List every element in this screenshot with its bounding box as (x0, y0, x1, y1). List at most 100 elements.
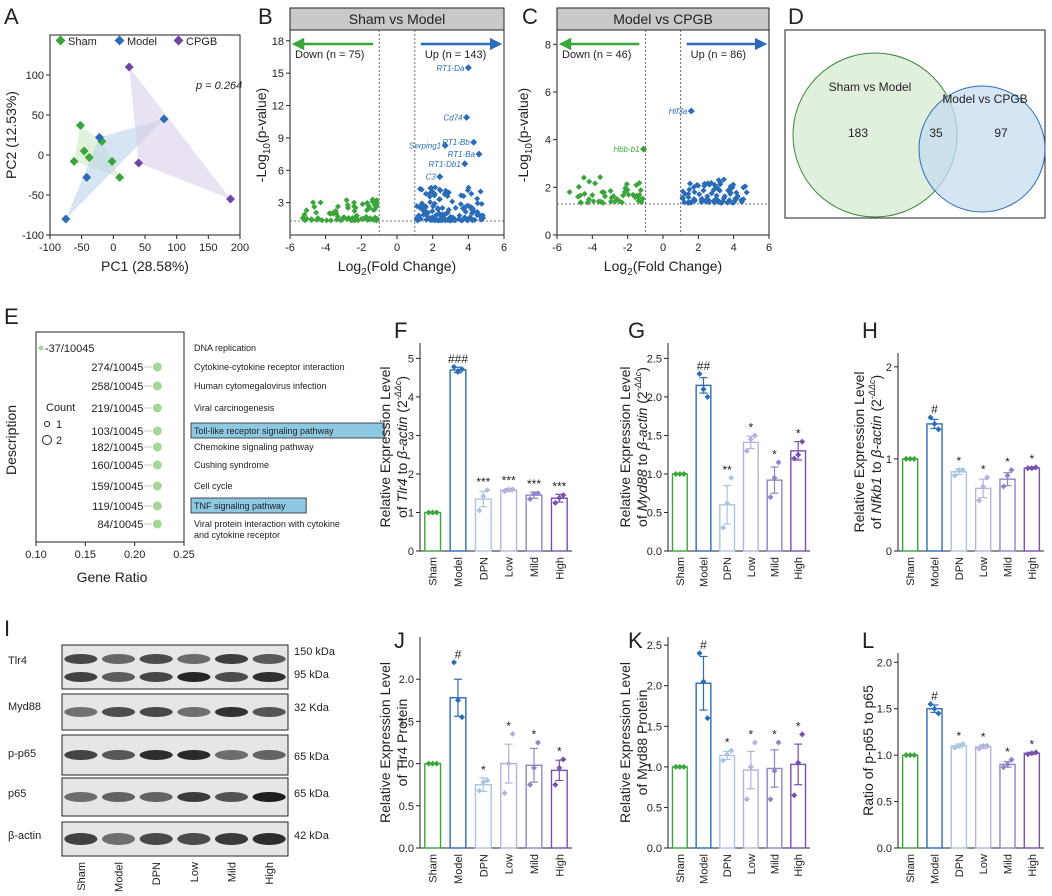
data-point (911, 752, 918, 759)
data-point (747, 763, 754, 770)
up-gene-point (458, 192, 465, 199)
data-point (747, 436, 754, 443)
up-gene-point (720, 176, 727, 183)
venn-left-only: 183 (848, 126, 868, 140)
ratio-label: 182/10045 (91, 442, 143, 454)
bar-high (550, 769, 568, 849)
data-point (935, 710, 942, 717)
significance-mark: *** (502, 474, 516, 488)
up-gene-point (458, 217, 465, 224)
ytick-label: 1.5 (647, 430, 662, 442)
data-point (505, 486, 512, 493)
blot-lane-label: Mild (227, 862, 239, 882)
down-gene-point (337, 217, 344, 224)
count-legend-title: Count (46, 402, 75, 414)
panel-label-h: H (862, 318, 878, 343)
pca-point-model (82, 172, 92, 182)
data-point (791, 792, 798, 799)
data-point (935, 426, 942, 433)
bar-high (1023, 467, 1041, 552)
ratio-label: 160/10045 (91, 460, 143, 472)
ytick-label: 0.0 (399, 843, 414, 855)
blot-size-myd88: 32 Kda (294, 702, 330, 714)
ytick-label: 0.0 (647, 843, 662, 855)
count-legend-large (42, 435, 52, 445)
pca-point-sham (75, 120, 85, 130)
panel-label-b: B (258, 4, 273, 29)
data-point (1000, 764, 1007, 771)
volcano-b-ylabel: -Log10(p-value) (253, 88, 273, 182)
enrichment-dot (152, 519, 162, 529)
category-label: Mild (770, 557, 782, 577)
panel-a-pca: -100 -50 0 50 100 150 200 -100 -50 0 50 100 p = 0.2… (3, 34, 249, 274)
pca-point-sham (115, 172, 125, 182)
pca-ytick-label: 100 (26, 70, 44, 82)
y-axis-title: Ratio of p-p65 to p65 (860, 685, 876, 816)
category-label: Model (453, 854, 465, 884)
category-label: High (554, 557, 566, 580)
down-gene-point (597, 174, 604, 181)
down-gene-point (599, 199, 606, 206)
blot-size-p-p65: 65 kDa (294, 751, 330, 763)
down-gene-point (584, 199, 591, 206)
pathway-label: Chemokine signaling pathway (194, 442, 314, 452)
enrichment-xlabel: Gene Ratio (77, 569, 148, 585)
category-label: Sham (675, 854, 687, 883)
pathway-label-2: and cytokine receptor (194, 530, 280, 540)
ratio-label: 274/10045 (91, 362, 143, 374)
ytick-label: 2.5 (647, 353, 662, 365)
data-point (728, 747, 735, 754)
significance-mark: * (796, 427, 801, 441)
down-gene-point (345, 214, 352, 221)
data-point (696, 650, 703, 657)
enrichment-ylabel: Description (3, 405, 19, 475)
data-point (1032, 464, 1039, 471)
category-label: Mild (770, 854, 782, 874)
up-gene-point (423, 211, 430, 218)
pca-xtick-label: 50 (139, 242, 151, 254)
down-gene-point (577, 199, 584, 206)
down-gene-point (607, 187, 614, 194)
data-point (720, 524, 727, 531)
data-point (724, 500, 731, 507)
ytick-label: 3 (278, 198, 284, 210)
data-point (1008, 756, 1015, 763)
category-label: High (793, 557, 805, 580)
up-gene-point (431, 217, 438, 224)
blot-size-p65: 65 kDa (294, 788, 330, 800)
blot-band (64, 750, 98, 760)
down-gene-point (620, 192, 627, 199)
data-point (531, 490, 537, 497)
data-point (903, 752, 910, 759)
data-point (980, 742, 987, 749)
blot-lane-label: Low (189, 862, 201, 882)
blot-band (64, 654, 98, 664)
ytick-label: 0.5 (647, 507, 662, 519)
ytick-label: 9 (278, 133, 284, 145)
up-gene-point (686, 186, 693, 193)
down-gene-point (607, 198, 614, 205)
blot-size-beta-actin: 42 kDa (294, 830, 330, 842)
category-label: Sham (675, 557, 687, 586)
data-point (505, 760, 512, 767)
category-label: DPN (478, 854, 490, 877)
ytick-label: 0 (545, 230, 551, 242)
ytick-label: 1.5 (399, 716, 414, 728)
up-gene-point (431, 200, 438, 207)
blot-row-p65: p65 (8, 788, 26, 800)
data-point (1008, 466, 1015, 473)
data-point (501, 790, 508, 797)
blot-band (214, 750, 249, 760)
data-point (984, 474, 991, 481)
pathway-label: Toll-like receptor signaling pathway (194, 426, 334, 436)
category-label: DPN (954, 854, 966, 877)
volcano-c-ylabel: -Log10(p-value) (515, 88, 535, 182)
bar-dpn (474, 784, 492, 849)
blot-lane-label: Model (114, 862, 126, 892)
ratio-label: -37/10045 (45, 343, 95, 355)
data-point (907, 455, 914, 462)
up-count: Up (n = 143) (425, 49, 486, 61)
ytick-label: 5 (408, 353, 414, 365)
up-count: Up (n = 86) (691, 49, 746, 61)
ratio-label: 258/10045 (91, 381, 143, 393)
